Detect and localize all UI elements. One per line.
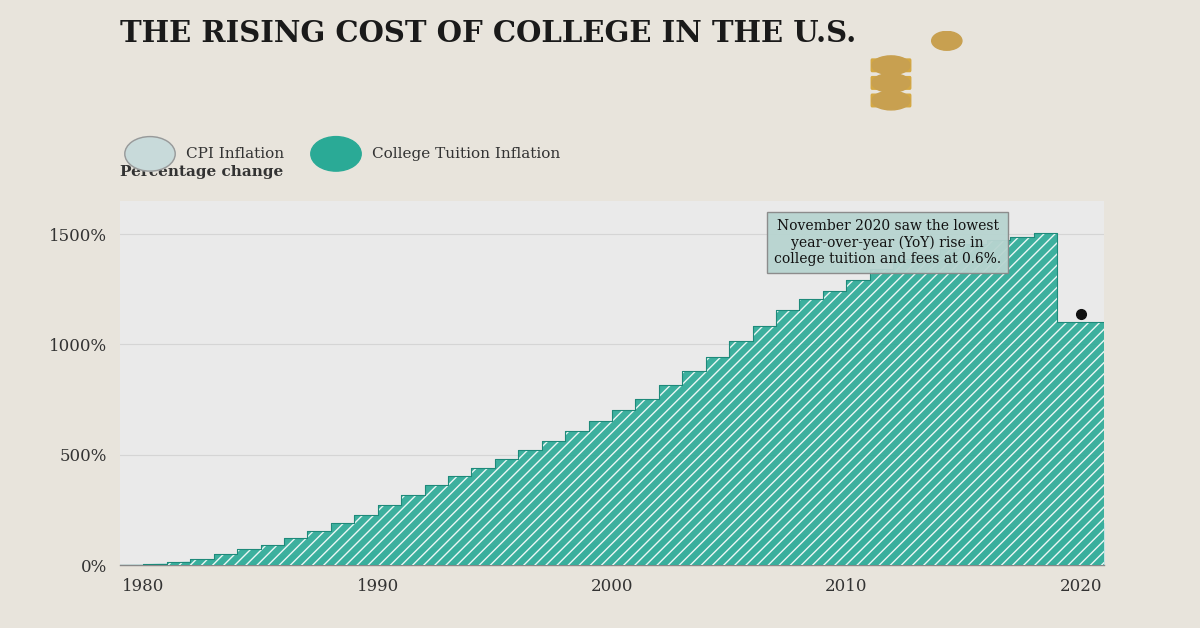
Text: THE RISING COST OF COLLEGE IN THE U.S.: THE RISING COST OF COLLEGE IN THE U.S.	[120, 19, 857, 48]
Text: Percentage change: Percentage change	[120, 165, 283, 179]
Ellipse shape	[931, 31, 962, 50]
FancyBboxPatch shape	[871, 77, 911, 89]
Text: College Tuition Inflation: College Tuition Inflation	[372, 147, 560, 161]
Ellipse shape	[872, 91, 910, 110]
Text: 📈: 📈	[148, 149, 152, 159]
FancyBboxPatch shape	[871, 59, 911, 72]
Text: 🎓: 🎓	[334, 149, 338, 159]
FancyBboxPatch shape	[871, 94, 911, 107]
Text: CPI Inflation: CPI Inflation	[186, 147, 284, 161]
Ellipse shape	[872, 56, 910, 75]
Text: November 2020 saw the lowest
year-over-year (YoY) rise in
college tuition and fe: November 2020 saw the lowest year-over-y…	[774, 219, 1001, 266]
Ellipse shape	[872, 73, 910, 92]
